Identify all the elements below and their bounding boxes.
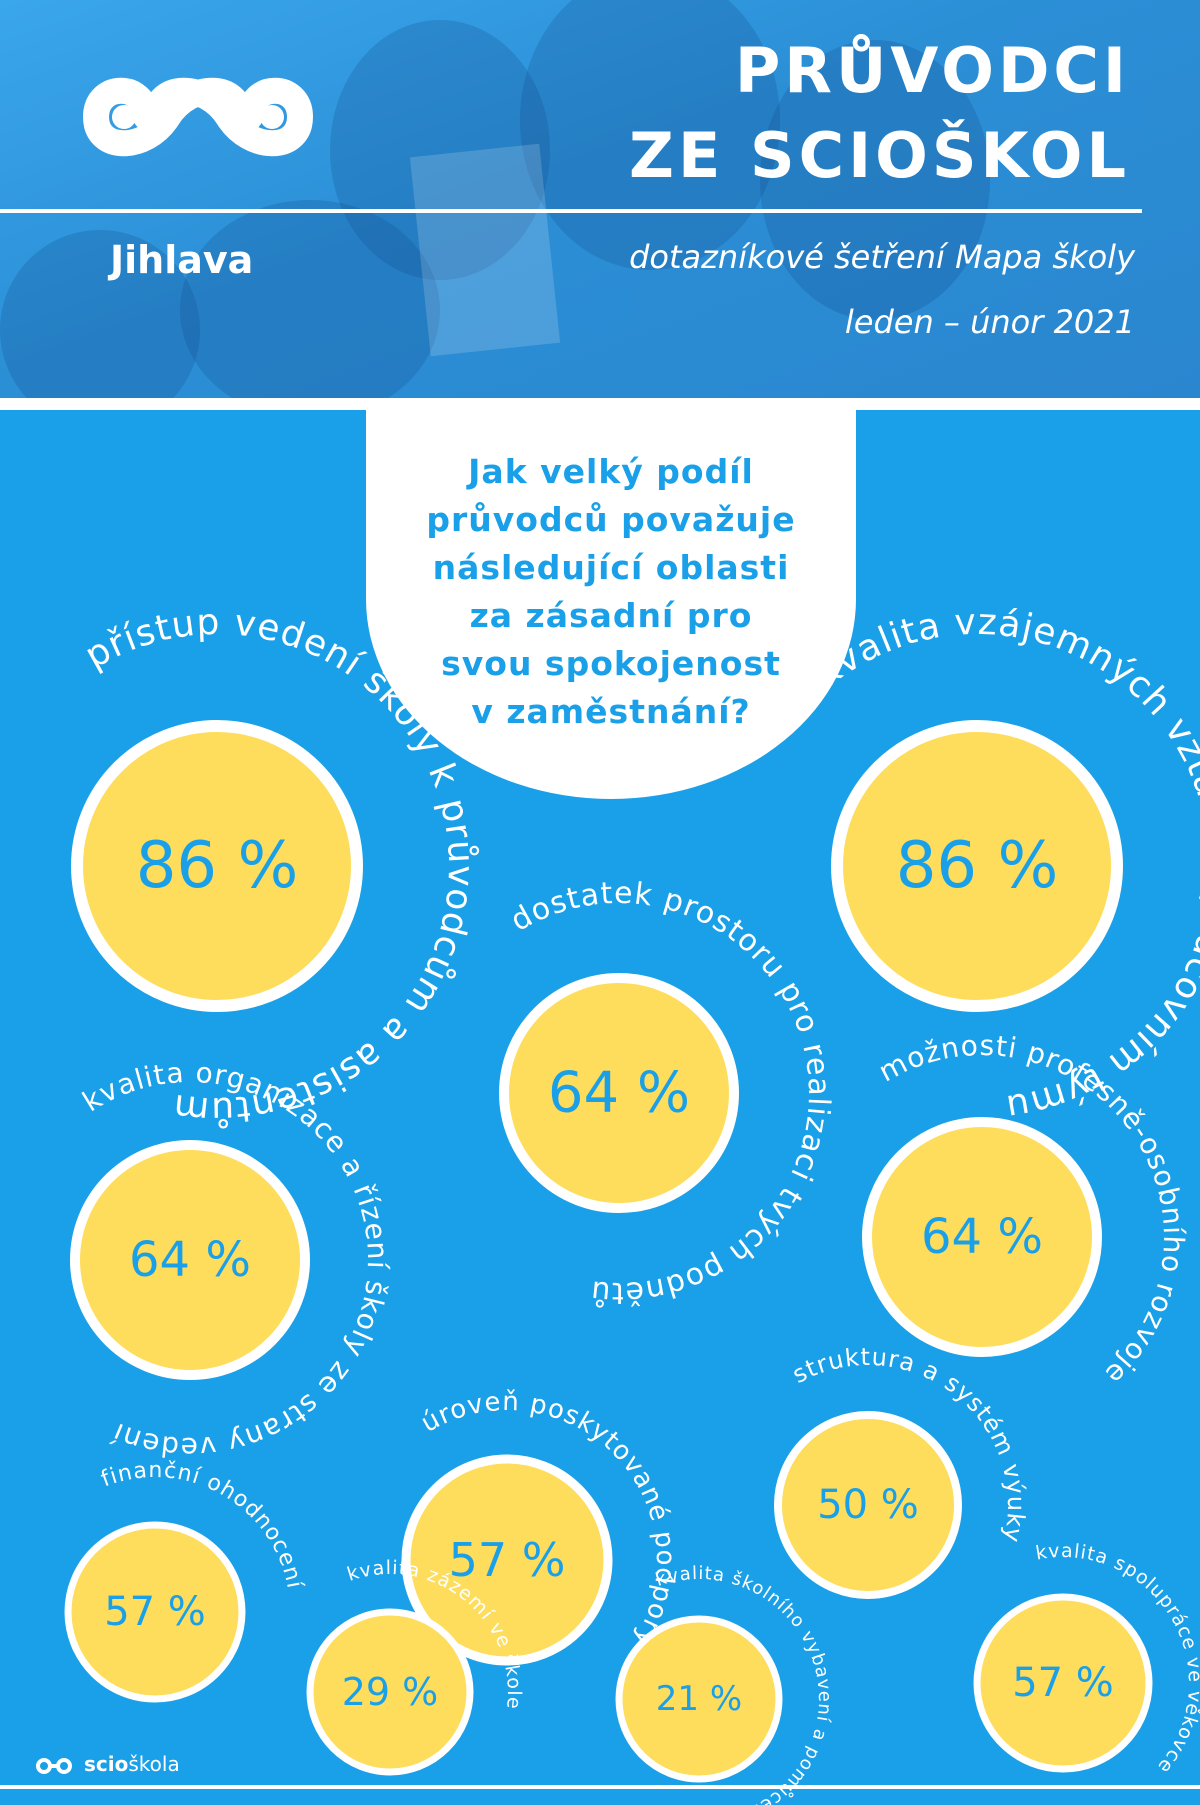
bubble-circle bbox=[615, 1615, 783, 1783]
page-title-line1: PRŮVODCI bbox=[734, 34, 1130, 107]
question-line: za zásadní pro bbox=[469, 596, 753, 635]
footer-brand-prefix: scio bbox=[84, 1752, 129, 1776]
bubble-circle bbox=[70, 1140, 310, 1380]
bubble-circle bbox=[862, 1117, 1102, 1357]
bubble-circle bbox=[401, 1454, 613, 1666]
header-banner: PRŮVODCI ZE SCIOŠKOL Jihlava dotazníkové… bbox=[0, 0, 1200, 398]
footer-divider bbox=[0, 1785, 1200, 1789]
bubble-item: 50 %struktura a systém výuky bbox=[774, 1343, 1029, 1599]
photo-figure bbox=[0, 230, 200, 398]
infinity-logo-small-icon bbox=[36, 1758, 72, 1774]
survey-name: dotazníkové šetření Mapa školy bbox=[629, 238, 1135, 276]
bubble-percentage: 86 % bbox=[896, 829, 1059, 903]
bubble-item: 57 %kvalita spolupráce ve věkovce bbox=[973, 1540, 1200, 1778]
question-bubble bbox=[366, 404, 856, 799]
footer-brand: scioškola bbox=[84, 1752, 180, 1776]
footer-brand-suffix: škola bbox=[128, 1752, 180, 1776]
bubble-percentage: 86 % bbox=[136, 829, 299, 903]
bubble-percentage: 57 % bbox=[104, 1589, 206, 1635]
bubble-circle bbox=[306, 1608, 474, 1776]
question-line: svou spokojenost bbox=[441, 644, 781, 683]
bubble-circle bbox=[774, 1411, 962, 1599]
bubble-circle bbox=[71, 720, 363, 1012]
infinity-logo-icon bbox=[82, 77, 314, 157]
bubble-percentage: 64 % bbox=[548, 1061, 690, 1126]
question-text: Jak velký podíl průvodců považuje násled… bbox=[366, 448, 856, 736]
header-divider bbox=[0, 209, 1142, 213]
bubble-percentage: 64 % bbox=[921, 1209, 1043, 1265]
bubble-percentage: 57 % bbox=[1012, 1660, 1114, 1706]
bubble-percentage: 50 % bbox=[817, 1482, 919, 1528]
question-line: průvodců považuje bbox=[426, 500, 796, 539]
city-name: Jihlava bbox=[110, 238, 254, 282]
bubble-item: 64 %dostatek prostoru pro realizaci tvýc… bbox=[499, 876, 835, 1310]
photo-figure bbox=[180, 200, 440, 398]
page-title-line2: ZE SCIOŠKOL bbox=[629, 119, 1130, 192]
question-line: v zaměstnání? bbox=[471, 692, 751, 731]
question-line: následující oblasti bbox=[432, 548, 790, 587]
bubble-percentage: 57 % bbox=[449, 1533, 566, 1587]
photo-figure bbox=[760, 40, 990, 320]
bubble-percentage: 29 % bbox=[342, 1670, 439, 1714]
question-line: Jak velký podíl bbox=[468, 452, 754, 491]
photo-figure bbox=[520, 0, 780, 270]
bubble-circle bbox=[973, 1593, 1153, 1773]
bubble-item: 86 %přístup vedení školy k průvodcům a a… bbox=[71, 602, 480, 1130]
survey-date: leden – únor 2021 bbox=[844, 303, 1135, 341]
bubble-percentage: 21 % bbox=[656, 1679, 742, 1719]
bubble-circle bbox=[831, 720, 1123, 1012]
bubble-circle bbox=[64, 1521, 246, 1703]
bubble-percentage: 64 % bbox=[129, 1232, 251, 1288]
photo-figure bbox=[330, 20, 550, 280]
bubble-item: 64 %kvalita organizace a řízení školy ze… bbox=[70, 1056, 393, 1464]
bubble-circle bbox=[499, 973, 739, 1213]
bubble-item: 57 %finanční ohodnocení bbox=[64, 1458, 306, 1703]
